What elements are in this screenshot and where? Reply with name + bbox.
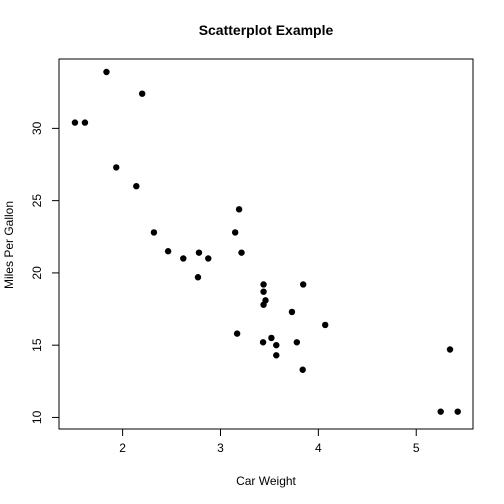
data-point-22 <box>259 339 267 346</box>
data-point-27 <box>71 119 79 126</box>
x-axis: 2 3 4 5 <box>119 429 420 455</box>
data-point-25 <box>113 164 120 171</box>
data-point-4 <box>260 288 267 295</box>
data-point-16 <box>446 346 454 353</box>
data-point-15 <box>454 408 461 415</box>
data-point-11 <box>322 321 329 329</box>
data-points <box>71 68 461 415</box>
data-point-8 <box>231 229 239 236</box>
plot-frame <box>58 58 474 430</box>
data-point-26 <box>133 182 140 190</box>
data-point-20 <box>164 248 172 255</box>
data-point-10 <box>260 301 267 308</box>
data-point-24 <box>299 281 307 288</box>
data-point-14 <box>437 408 444 415</box>
y-tick-label: 25 <box>30 194 44 208</box>
x-axis-label: Car Weight <box>236 474 296 488</box>
data-point-21 <box>268 334 275 342</box>
x-tick-label: 3 <box>217 441 224 455</box>
data-point-2 <box>150 229 158 236</box>
data-point-6 <box>273 352 280 359</box>
x-tick-label: 5 <box>413 441 420 455</box>
data-point-23 <box>299 366 306 373</box>
data-point-18 <box>81 119 89 126</box>
y-tick-label: 10 <box>30 410 44 424</box>
y-tick-label: 30 <box>30 121 44 135</box>
y-axis-label: Miles Per Gallon <box>2 201 16 289</box>
data-point-7 <box>235 206 243 213</box>
chart-title: Scatterplot Example <box>199 22 334 38</box>
data-point-3 <box>238 249 245 256</box>
y-tick-label: 20 <box>30 266 44 280</box>
data-point-1 <box>205 255 212 262</box>
y-tick-label: 15 <box>30 338 44 352</box>
x-tick-label: 4 <box>315 441 322 455</box>
data-point-29 <box>194 274 202 281</box>
data-point-19 <box>103 68 110 76</box>
data-point-13 <box>293 339 301 346</box>
data-point-30 <box>273 341 280 349</box>
data-point-31 <box>195 249 203 256</box>
data-point-9 <box>260 281 267 288</box>
data-point-0 <box>180 255 187 262</box>
x-tick-label: 2 <box>119 441 126 455</box>
data-point-12 <box>288 308 296 316</box>
data-point-28 <box>233 330 241 337</box>
y-axis: 10 15 20 25 30 <box>30 121 59 424</box>
data-point-17 <box>138 90 146 97</box>
